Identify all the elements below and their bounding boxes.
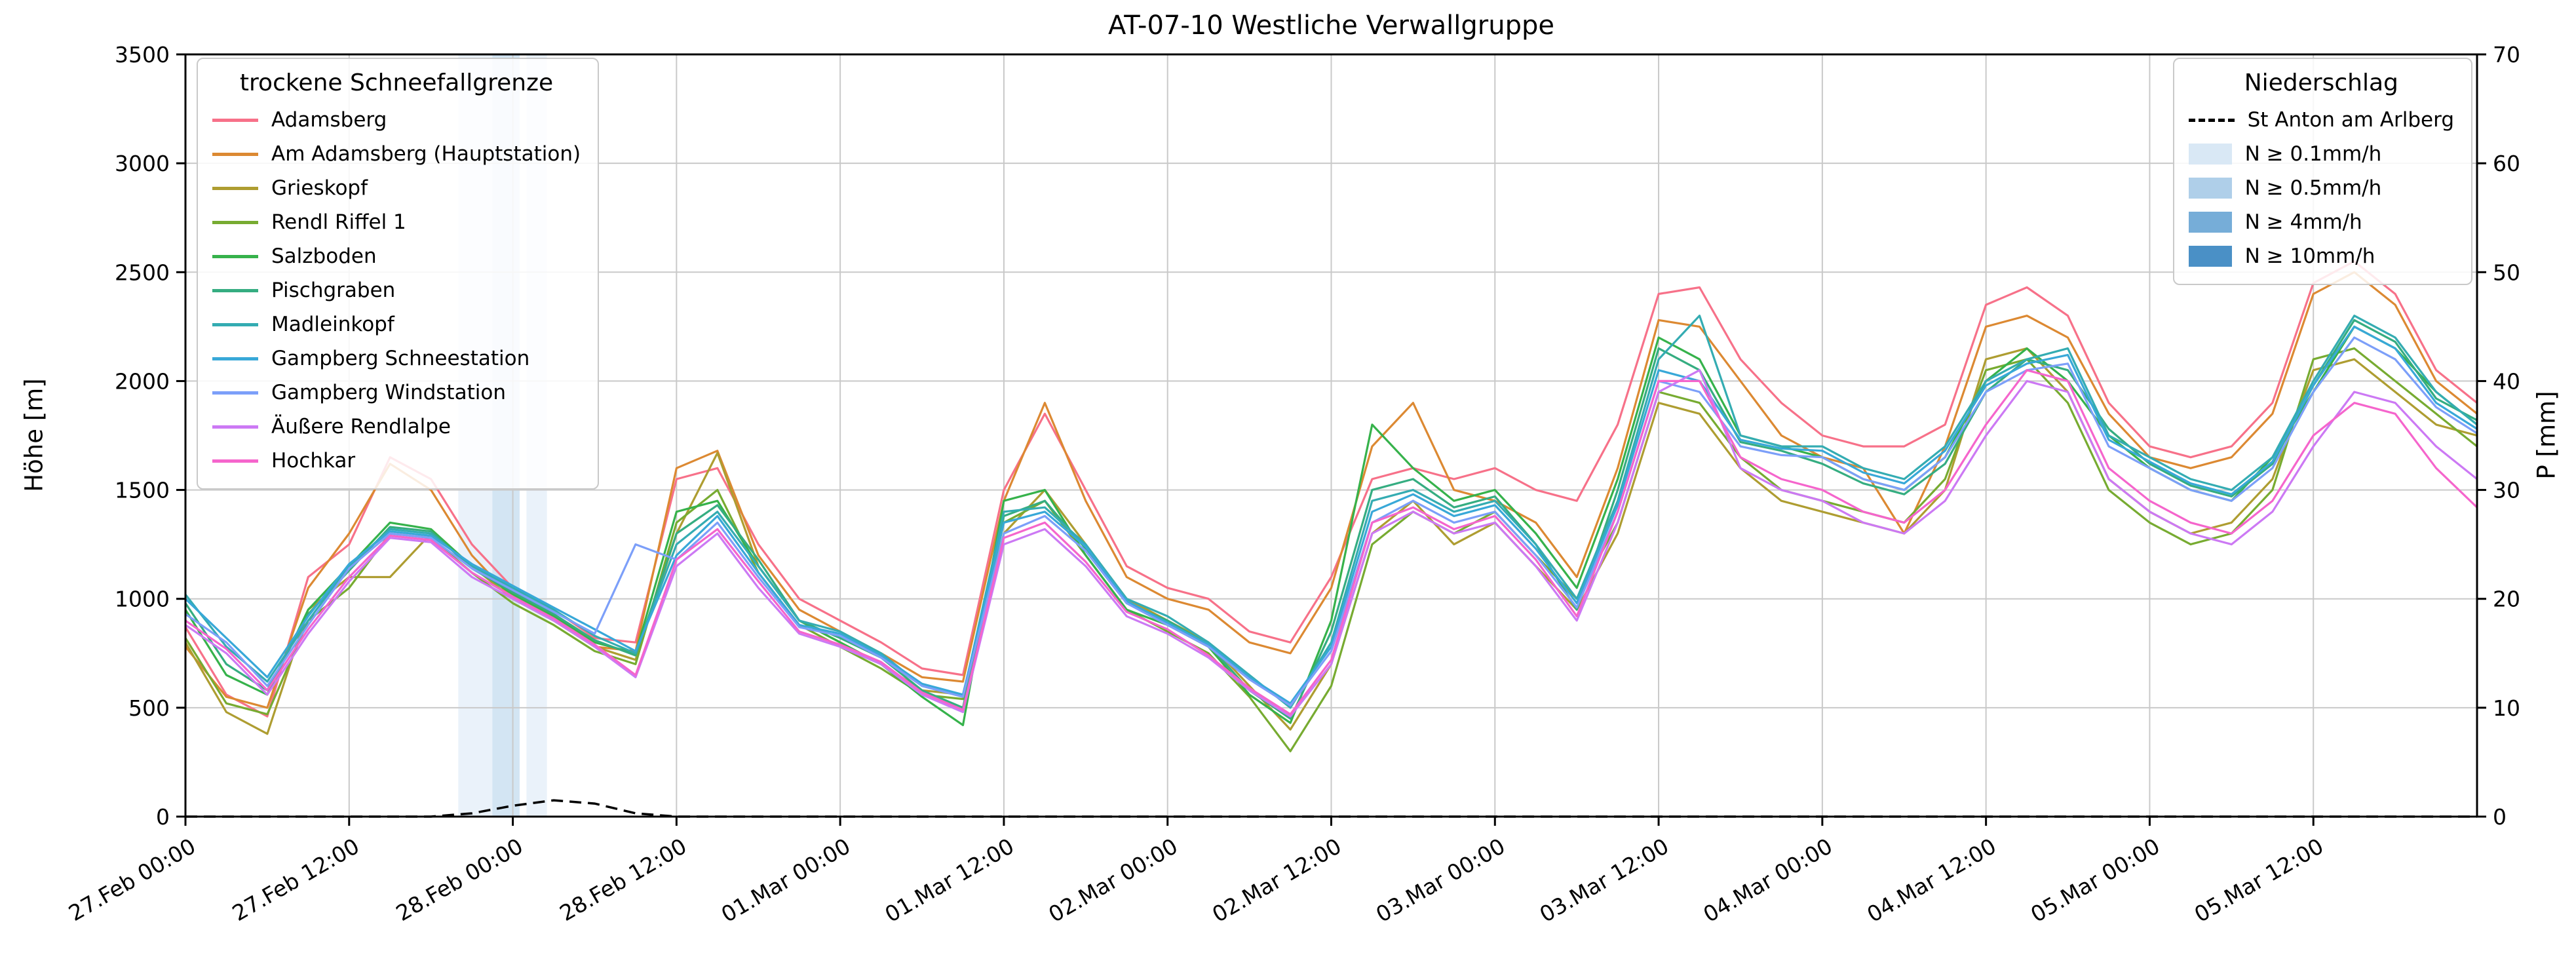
y-left-tick-label: 1000 bbox=[115, 587, 170, 612]
legend-snowline-items: Adamsberg Am Adamsberg (Hauptstation) Grie… bbox=[212, 103, 581, 478]
legend-precip-title: Niederschlag bbox=[2244, 69, 2398, 96]
y-right-tick-label: 10 bbox=[2493, 695, 2520, 721]
legend-line-swatch bbox=[212, 459, 258, 463]
y-right-tick-label: 40 bbox=[2493, 368, 2520, 394]
y-right-tick-label: 30 bbox=[2493, 478, 2520, 503]
series-line-hochkar bbox=[185, 369, 2478, 716]
x-tick-label: 01.Mar 00:00 bbox=[717, 833, 855, 927]
x-tick-label: 04.Mar 12:00 bbox=[1862, 833, 2000, 927]
legend-item-pischgraben: Pischgraben bbox=[212, 273, 581, 307]
legend-item-n-0-5mm-h: N ≥ 0.5mm/h bbox=[2188, 171, 2454, 205]
legend-item-adamsberg: Adamsberg bbox=[212, 103, 581, 137]
x-tick-label: 28.Feb 12:00 bbox=[555, 833, 691, 926]
legend-item-label: Am Adamsberg (Hauptstation) bbox=[271, 142, 581, 166]
x-tick-label: 03.Mar 00:00 bbox=[1372, 833, 1509, 927]
legend-item-label: Hochkar bbox=[271, 449, 356, 473]
legend-line-swatch bbox=[212, 118, 258, 122]
x-tick-label: 01.Mar 12:00 bbox=[881, 833, 1018, 927]
legend-snowline-title: trockene Schneefallgrenze bbox=[239, 69, 554, 96]
legend-item-am-adamsberg-hauptstation-: Am Adamsberg (Hauptstation) bbox=[212, 137, 581, 171]
legend-line-swatch bbox=[212, 391, 258, 395]
legend-item--u-ere-rendlalpe: Äußere Rendlalpe bbox=[212, 410, 581, 444]
legend-color-patch bbox=[2188, 212, 2232, 233]
legend-item-label: Grieskopf bbox=[271, 176, 368, 200]
y-right-tick-label: 20 bbox=[2493, 587, 2520, 612]
legend-item-gampberg-windstation: Gampberg Windstation bbox=[212, 376, 581, 410]
legend-color-patch bbox=[2188, 246, 2232, 267]
legend-item-label: N ≥ 0.1mm/h bbox=[2244, 142, 2382, 166]
legend-item-st-anton-am-arlberg: St Anton am Arlberg bbox=[2188, 103, 2454, 137]
legend-snowline: trockene Schneefallgrenze Adamsberg Am Ad… bbox=[197, 58, 600, 490]
legend-line-swatch bbox=[212, 288, 258, 292]
legend-item-label: N ≥ 10mm/h bbox=[2244, 244, 2375, 268]
legend-precip-items: St Anton am Arlberg N ≥ 0.1mm/h N ≥ 0.5mm/… bbox=[2188, 103, 2454, 273]
x-tick-label: 27.Feb 00:00 bbox=[64, 833, 200, 926]
series-line-gampberg-schneestation bbox=[184, 325, 2478, 705]
y-left-tick-label: 1500 bbox=[115, 478, 170, 503]
legend-line-swatch bbox=[212, 254, 258, 258]
legend-item-label: Gampberg Schneestation bbox=[271, 347, 530, 370]
y-left-tick-label: 500 bbox=[128, 695, 170, 721]
y-left-tick-label: 2500 bbox=[115, 260, 170, 285]
legend-precip: Niederschlag St Anton am Arlberg N ≥ 0.1m… bbox=[2172, 58, 2472, 285]
y-right-tick-label: 50 bbox=[2493, 260, 2520, 285]
legend-line-swatch bbox=[212, 220, 258, 224]
series-line--u-ere-rendlalpe bbox=[185, 369, 2478, 718]
legend-item-grieskopf: Grieskopf bbox=[212, 171, 581, 205]
chart-title: AT-07-10 Westliche Verwallgruppe bbox=[1108, 10, 1554, 41]
legend-item-madleinkopf: Madleinkopf bbox=[212, 307, 581, 341]
x-tick-label: 05.Mar 12:00 bbox=[2190, 833, 2328, 927]
series-line-rendl-riffel-1 bbox=[184, 347, 2478, 752]
legend-item-hochkar: Hochkar bbox=[212, 444, 581, 478]
x-tick-label: 02.Mar 12:00 bbox=[1208, 833, 1345, 927]
y-left-tick-label: 0 bbox=[156, 804, 170, 830]
y-right-tick-label: 70 bbox=[2493, 42, 2520, 68]
legend-item-n-10mm-h: N ≥ 10mm/h bbox=[2188, 239, 2454, 273]
legend-item-label: Äußere Rendlalpe bbox=[271, 415, 451, 438]
legend-item-label: Adamsberg bbox=[271, 108, 387, 132]
x-tick-label: 03.Mar 12:00 bbox=[1535, 833, 1673, 927]
legend-item-rendl-riffel-1: Rendl Riffel 1 bbox=[212, 205, 581, 239]
x-tick-label: 28.Feb 00:00 bbox=[392, 833, 528, 926]
legend-item-gampberg-schneestation: Gampberg Schneestation bbox=[212, 341, 581, 376]
x-tick-label: 02.Mar 00:00 bbox=[1044, 833, 1182, 927]
legend-line-swatch bbox=[212, 322, 258, 326]
legend-item-label: Gampberg Windstation bbox=[271, 381, 506, 404]
legend-item-label: Madleinkopf bbox=[271, 313, 394, 336]
series-line-gampberg-windstation bbox=[185, 336, 2478, 707]
y-left-tick-label: 3000 bbox=[115, 151, 170, 176]
legend-item-label: Salzboden bbox=[271, 244, 377, 268]
legend-item-n-4mm-h: N ≥ 4mm/h bbox=[2188, 205, 2454, 239]
y-right-tick-label: 0 bbox=[2493, 804, 2507, 830]
legend-item-label: N ≥ 0.5mm/h bbox=[2244, 176, 2382, 200]
legend-line-swatch bbox=[212, 357, 258, 360]
legend-color-patch bbox=[2188, 178, 2232, 199]
x-tick-label: 05.Mar 00:00 bbox=[2026, 833, 2164, 927]
legend-dashed-line-swatch bbox=[2188, 118, 2235, 122]
legend-line-swatch bbox=[212, 152, 258, 156]
legend-item-label: N ≥ 4mm/h bbox=[2244, 210, 2362, 234]
legend-item-salzboden: Salzboden bbox=[212, 239, 581, 273]
y-left-tick-label: 3500 bbox=[115, 42, 170, 68]
legend-color-patch bbox=[2188, 144, 2232, 165]
legend-item-label: Rendl Riffel 1 bbox=[271, 210, 406, 234]
legend-item-label: St Anton am Arlberg bbox=[2247, 108, 2454, 132]
x-tick-label: 27.Feb 12:00 bbox=[228, 833, 364, 926]
y-right-tick-label: 60 bbox=[2493, 151, 2520, 176]
x-tick-label: 04.Mar 00:00 bbox=[1699, 833, 1837, 927]
legend-item-n-0-1mm-h: N ≥ 0.1mm/h bbox=[2188, 137, 2454, 171]
y-left-tick-label: 2000 bbox=[115, 368, 170, 394]
legend-line-swatch bbox=[212, 425, 258, 429]
legend-line-swatch bbox=[212, 186, 258, 190]
legend-item-label: Pischgraben bbox=[271, 279, 396, 302]
